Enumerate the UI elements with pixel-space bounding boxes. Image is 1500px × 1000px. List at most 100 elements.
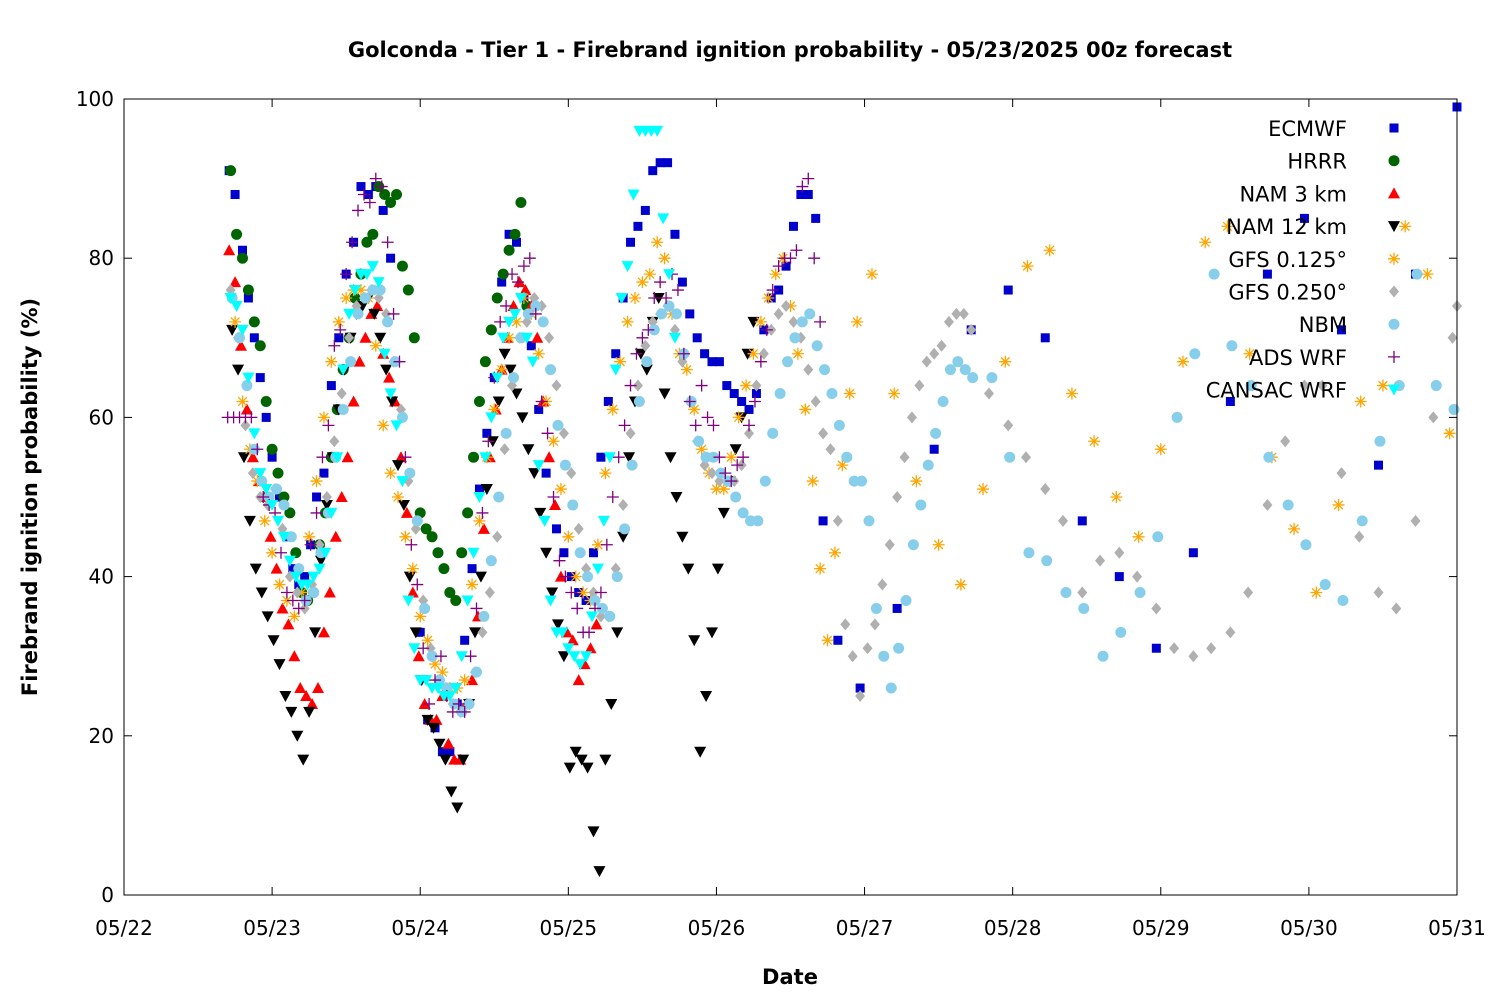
data-point (574, 547, 586, 559)
data-point (326, 381, 336, 391)
data-point (641, 356, 653, 368)
data-point (626, 459, 638, 471)
data-point (954, 578, 967, 591)
data-point (1077, 586, 1088, 599)
legend-marker (1389, 123, 1399, 133)
data-point (427, 722, 440, 734)
data-point (374, 332, 387, 344)
data-point (482, 428, 492, 438)
data-point (663, 158, 673, 168)
x-tick-label: 05/22 (95, 916, 153, 940)
data-point (334, 323, 347, 336)
data-point (582, 571, 594, 583)
data-point (929, 444, 939, 454)
data-point (369, 339, 382, 352)
data-point (378, 348, 391, 360)
data-point (695, 379, 708, 392)
legend-label: HRRR (1287, 150, 1347, 174)
data-point (1188, 548, 1198, 558)
data-point (541, 468, 551, 478)
data-point (692, 333, 702, 343)
data-point (393, 355, 406, 368)
data-point (497, 277, 507, 287)
data-point (371, 299, 384, 311)
data-point (387, 307, 400, 320)
data-point (618, 419, 631, 432)
data-point (1354, 395, 1367, 408)
data-point (700, 349, 710, 359)
data-point (680, 363, 693, 376)
legend-marker (1388, 187, 1400, 199)
data-point (580, 651, 593, 663)
data-point (382, 316, 394, 328)
data-point (353, 355, 366, 367)
data-point (1151, 602, 1162, 615)
data-point (246, 451, 259, 463)
data-point (1040, 483, 1051, 496)
data-point (240, 419, 251, 432)
data-point (500, 427, 512, 439)
data-point (700, 691, 713, 702)
chart-title: Golconda - Tier 1 - Firebrand ignition p… (348, 38, 1232, 62)
data-point (276, 602, 289, 614)
x-tick-label: 05/29 (1132, 916, 1190, 940)
data-point (1373, 586, 1384, 599)
data-point (821, 634, 834, 647)
data-point (280, 586, 293, 599)
data-point (320, 499, 333, 511)
data-point (790, 244, 803, 257)
data-point (626, 237, 636, 247)
data-point (766, 284, 779, 297)
data-point (986, 372, 998, 384)
data-point (248, 428, 261, 440)
data-point (300, 572, 310, 582)
data-point (977, 483, 990, 496)
data-point (538, 515, 551, 527)
data-point (432, 547, 444, 559)
data-point (242, 284, 254, 296)
data-point (507, 299, 520, 311)
data-point (300, 690, 313, 701)
data-point (836, 459, 849, 472)
data-point (810, 395, 821, 408)
data-point (577, 586, 590, 599)
data-point (229, 315, 242, 328)
data-point (257, 491, 270, 503)
data-point (399, 530, 412, 543)
data-point (1310, 586, 1323, 599)
data-point (892, 491, 903, 503)
data-point (434, 650, 447, 663)
data-point (241, 380, 253, 392)
data-point (491, 292, 503, 304)
data-point (767, 427, 779, 439)
data-point (409, 627, 422, 639)
legend-label: NBM (1299, 313, 1347, 337)
data-point (558, 427, 569, 440)
data-point (594, 586, 607, 599)
data-point (1151, 643, 1161, 653)
data-point (802, 172, 815, 185)
data-point (547, 435, 560, 448)
data-point (430, 713, 443, 725)
data-point (485, 324, 497, 336)
data-point (421, 634, 434, 647)
data-point (664, 452, 677, 464)
data-point (328, 339, 341, 352)
data-point (694, 746, 707, 758)
data-point (1226, 340, 1238, 352)
data-point (843, 387, 856, 400)
data-point (310, 506, 323, 519)
data-point (531, 331, 544, 343)
data-point (725, 451, 738, 464)
data-point (604, 610, 616, 622)
data-point (503, 316, 516, 328)
legend-label: ECMWF (1268, 117, 1347, 141)
data-point (840, 618, 851, 631)
data-point (392, 460, 405, 472)
data-point (230, 300, 243, 312)
data-point (482, 435, 495, 448)
data-point (773, 307, 784, 320)
data-point (367, 228, 379, 240)
data-point (1110, 491, 1123, 503)
legend-marker (1388, 318, 1400, 330)
